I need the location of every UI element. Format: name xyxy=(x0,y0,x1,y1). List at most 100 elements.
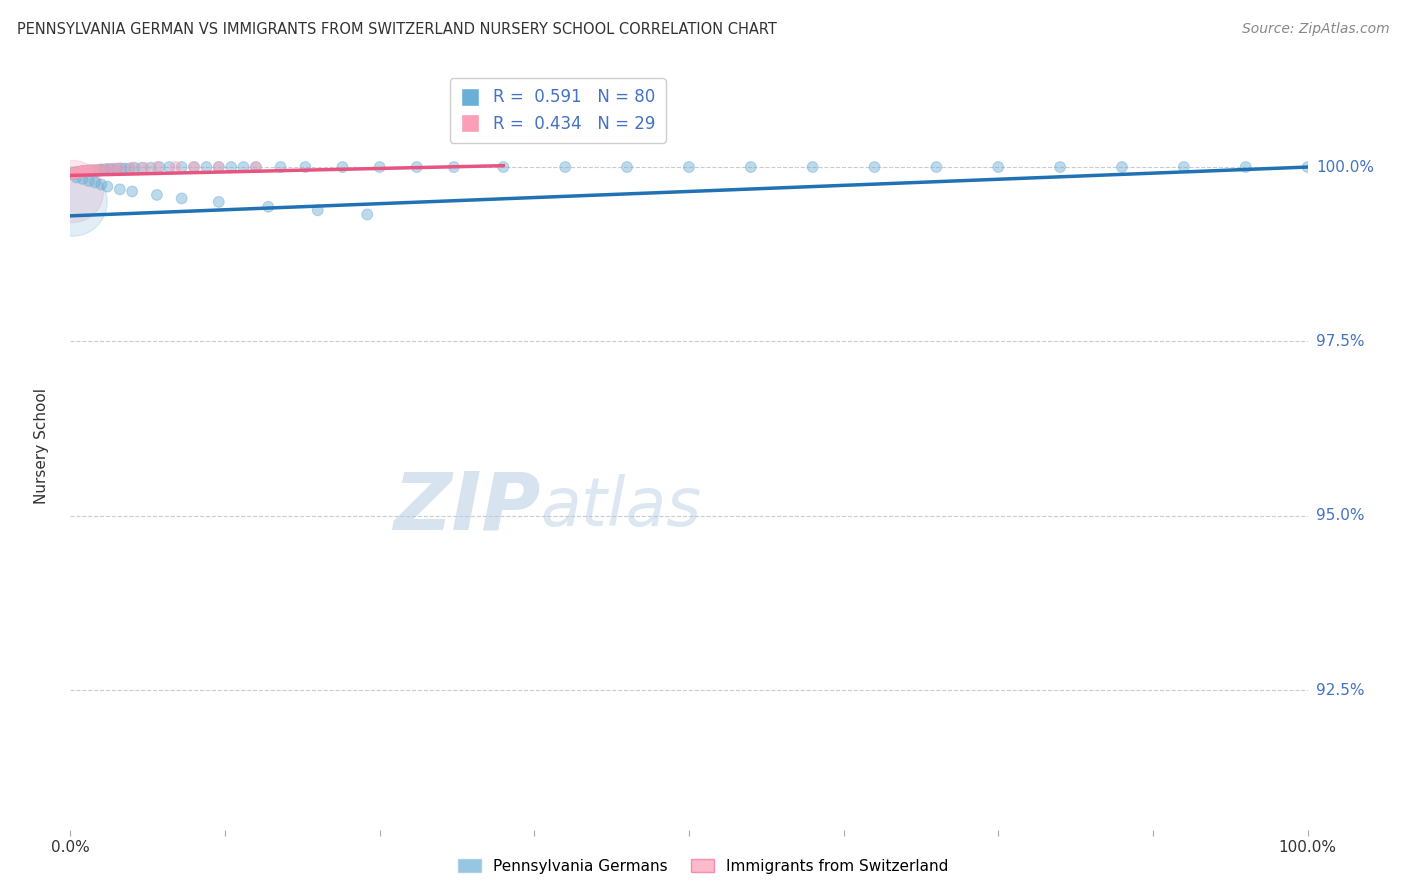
Text: 95.0%: 95.0% xyxy=(1316,508,1364,524)
Point xyxy=(63,167,86,181)
Text: 97.5%: 97.5% xyxy=(1316,334,1364,349)
Point xyxy=(307,203,329,218)
Text: ZIP: ZIP xyxy=(394,468,540,547)
Point xyxy=(65,166,87,180)
Point xyxy=(131,161,153,175)
Point xyxy=(76,163,98,178)
Point xyxy=(103,162,125,177)
Point xyxy=(332,160,354,174)
Text: 100.0%: 100.0% xyxy=(1316,160,1374,175)
Point xyxy=(1111,160,1133,174)
Point xyxy=(146,160,169,174)
Point xyxy=(110,161,132,176)
Text: Source: ZipAtlas.com: Source: ZipAtlas.com xyxy=(1241,22,1389,37)
Point xyxy=(170,191,193,205)
Point xyxy=(678,160,700,174)
Point xyxy=(65,170,87,185)
Point xyxy=(62,167,84,181)
Point xyxy=(73,164,96,178)
Point xyxy=(96,162,118,177)
Point xyxy=(183,160,205,174)
Point xyxy=(100,162,122,177)
Point xyxy=(139,161,162,175)
Point xyxy=(121,161,143,175)
Point xyxy=(208,160,231,174)
Point xyxy=(97,162,120,177)
Point xyxy=(157,160,180,174)
Point xyxy=(121,185,143,199)
Point xyxy=(77,163,100,178)
Text: atlas: atlas xyxy=(540,475,702,541)
Point xyxy=(79,163,101,178)
Point xyxy=(232,160,254,174)
Text: PENNSYLVANIA GERMAN VS IMMIGRANTS FROM SWITZERLAND NURSERY SCHOOL CORRELATION CH: PENNSYLVANIA GERMAN VS IMMIGRANTS FROM S… xyxy=(17,22,776,37)
Point xyxy=(66,165,89,179)
Point xyxy=(183,160,205,174)
Point xyxy=(148,160,170,174)
Point xyxy=(84,163,107,178)
Point xyxy=(170,160,193,174)
Point xyxy=(83,162,105,177)
Point xyxy=(84,163,107,178)
Point xyxy=(60,167,83,181)
Legend: Pennsylvania Germans, Immigrants from Switzerland: Pennsylvania Germans, Immigrants from Sw… xyxy=(451,853,955,880)
Point xyxy=(72,164,94,178)
Point xyxy=(86,163,108,178)
Point xyxy=(1296,160,1319,174)
Point xyxy=(70,164,93,178)
Point xyxy=(60,167,83,181)
Point xyxy=(114,161,136,176)
Point xyxy=(69,165,91,179)
Point xyxy=(75,164,97,178)
Point xyxy=(86,162,108,177)
Point xyxy=(195,160,218,174)
Y-axis label: Nursery School: Nursery School xyxy=(35,388,49,504)
Point xyxy=(76,163,98,178)
Point xyxy=(72,172,94,186)
Point xyxy=(740,160,762,174)
Point xyxy=(368,160,391,174)
Point xyxy=(60,194,83,208)
Point xyxy=(146,188,169,202)
Point xyxy=(405,160,427,174)
Legend: R =  0.591   N = 80, R =  0.434   N = 29: R = 0.591 N = 80, R = 0.434 N = 29 xyxy=(450,78,665,143)
Point xyxy=(219,160,242,174)
Point xyxy=(77,174,100,188)
Point xyxy=(63,166,86,180)
Point xyxy=(356,207,378,221)
Point xyxy=(1049,160,1071,174)
Point xyxy=(257,200,280,214)
Point xyxy=(925,160,948,174)
Point xyxy=(165,160,187,174)
Point xyxy=(616,160,638,174)
Point xyxy=(90,162,112,177)
Point xyxy=(96,162,118,177)
Point xyxy=(118,161,141,176)
Point xyxy=(82,163,104,178)
Point xyxy=(1173,160,1195,174)
Point xyxy=(108,161,131,176)
Point xyxy=(66,166,89,180)
Point xyxy=(60,185,83,199)
Point xyxy=(105,161,128,176)
Point xyxy=(208,160,231,174)
Point xyxy=(554,160,576,174)
Point xyxy=(801,160,824,174)
Point xyxy=(75,164,97,178)
Point xyxy=(208,194,231,209)
Point xyxy=(80,163,103,178)
Point xyxy=(67,165,90,179)
Point xyxy=(124,161,146,175)
Point xyxy=(270,160,292,174)
Point xyxy=(443,160,465,174)
Point xyxy=(134,161,156,175)
Point xyxy=(73,164,96,178)
Point xyxy=(245,160,267,174)
Point xyxy=(67,165,90,179)
Point xyxy=(72,164,94,178)
Point xyxy=(1234,160,1257,174)
Point xyxy=(80,163,103,178)
Point xyxy=(75,164,97,178)
Point xyxy=(62,167,84,181)
Point xyxy=(90,162,112,177)
